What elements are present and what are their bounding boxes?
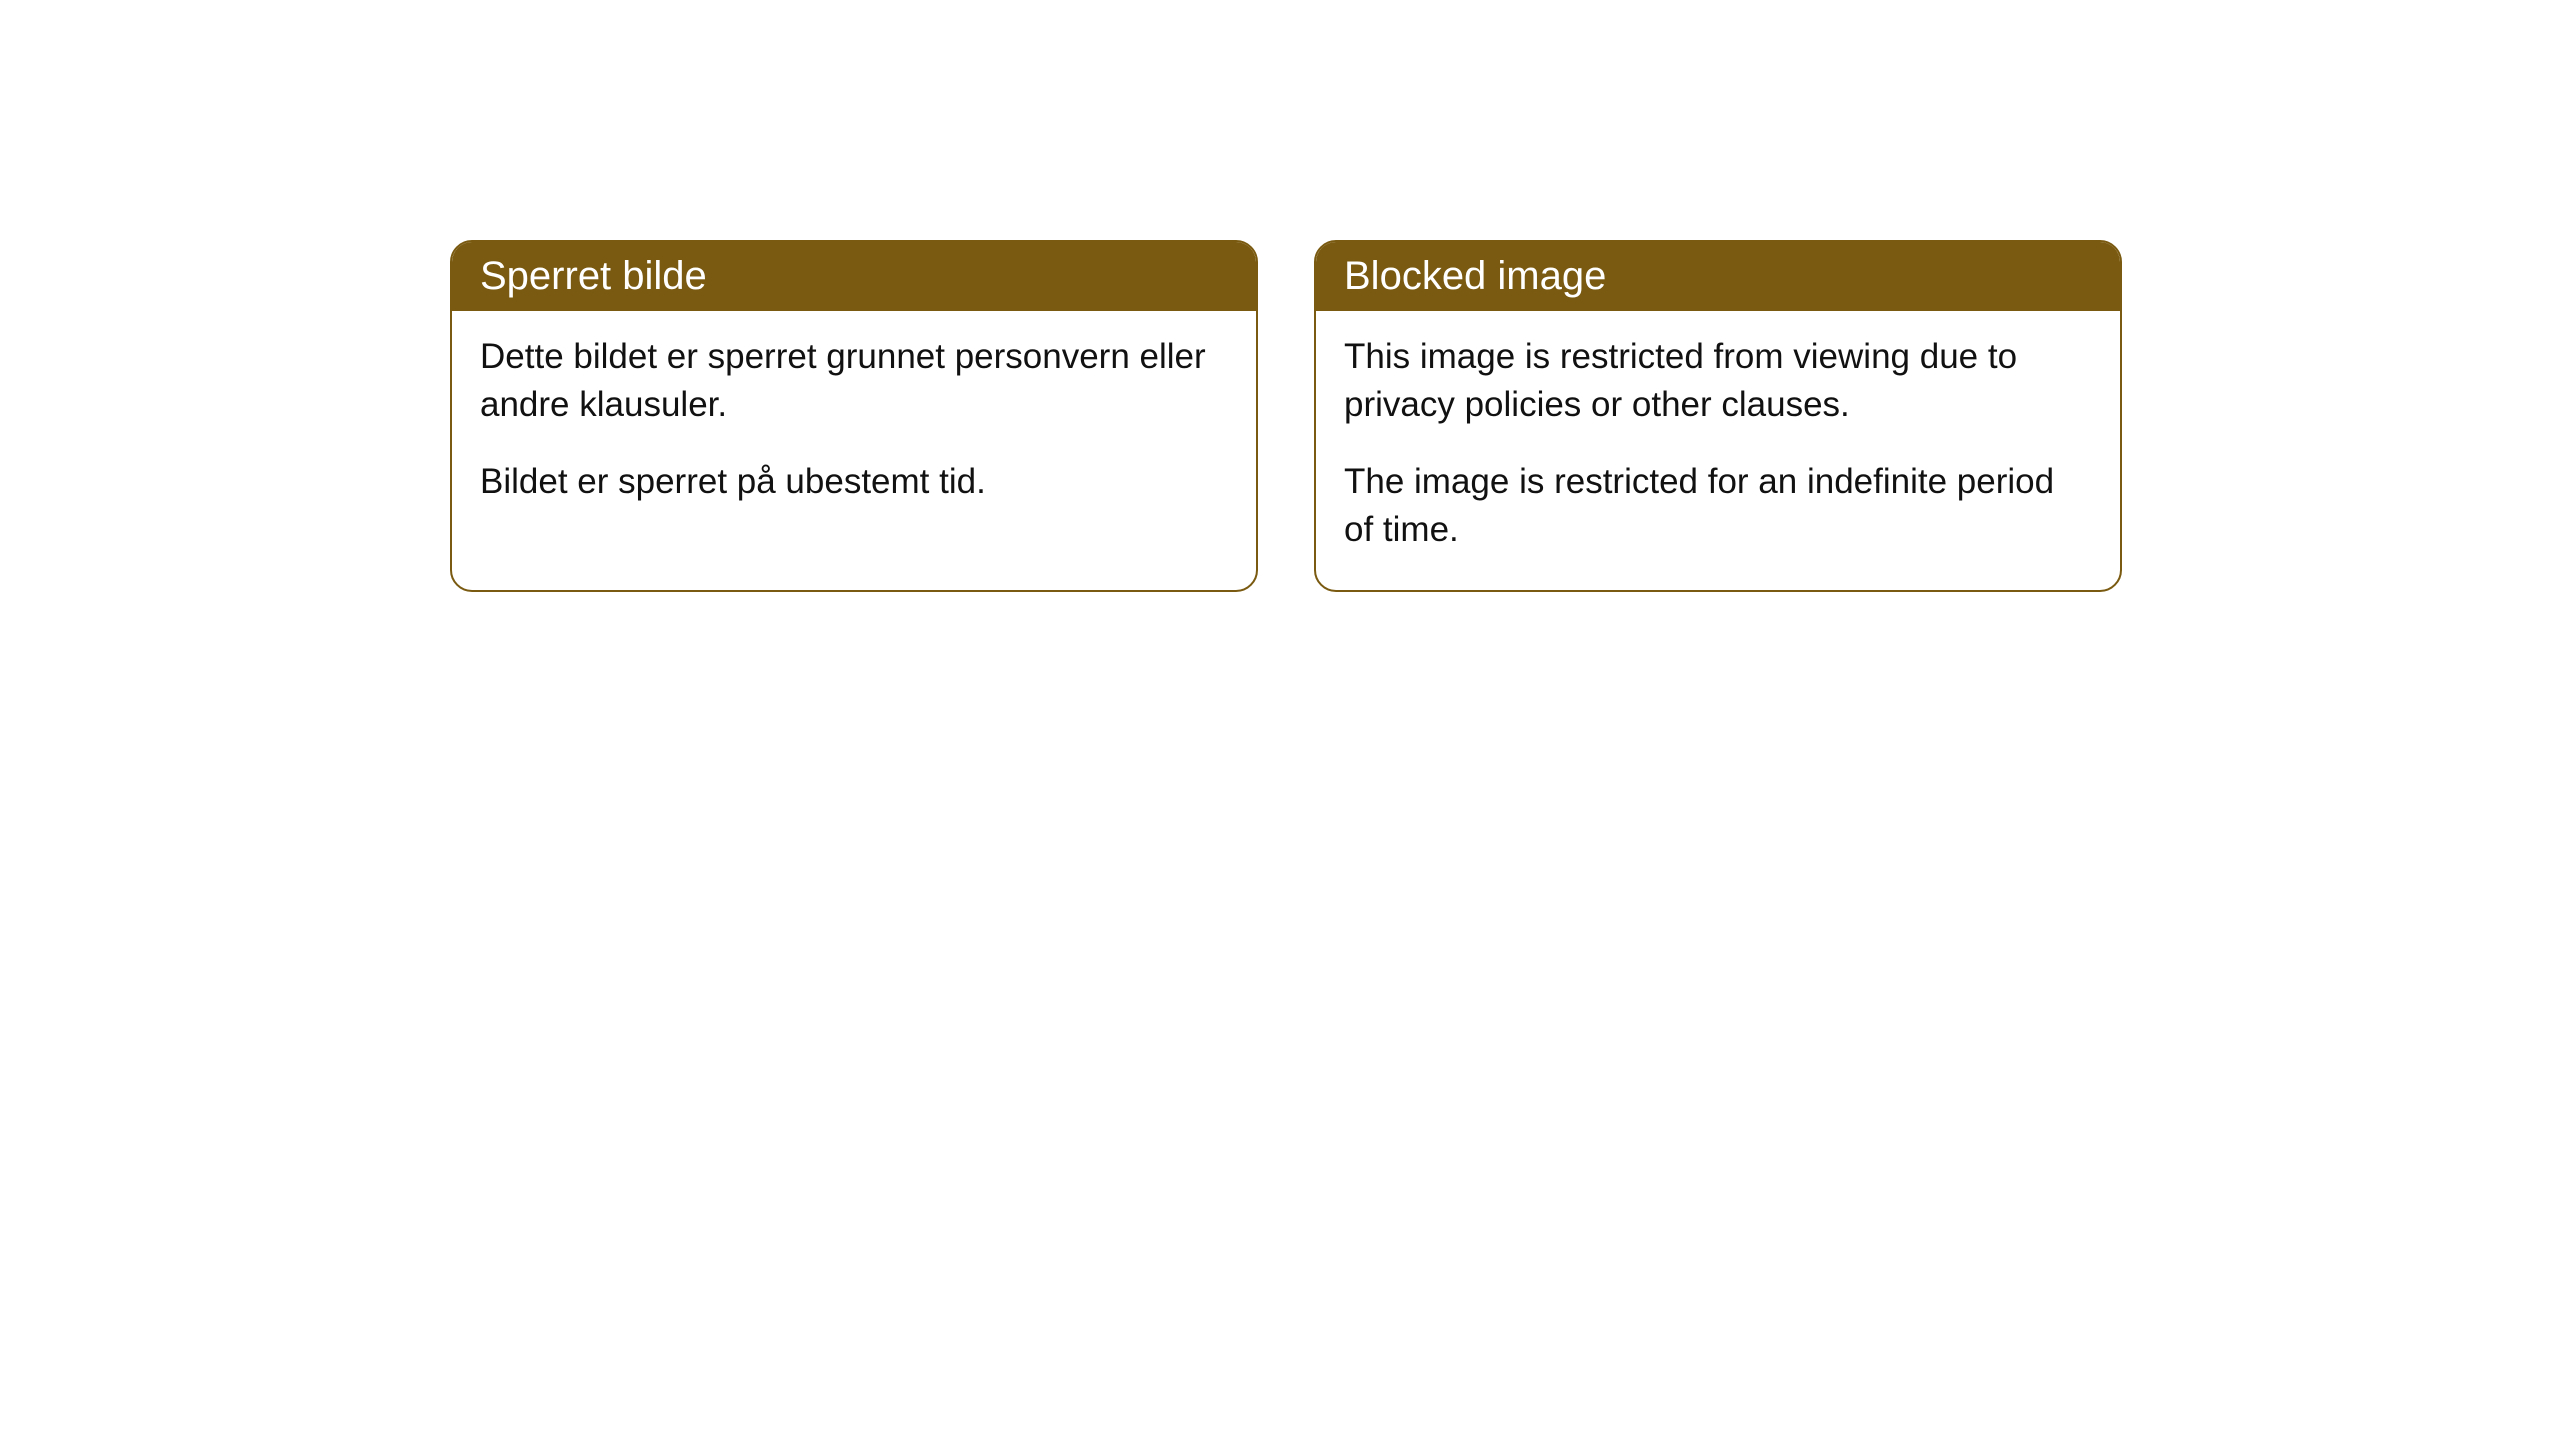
notice-title: Blocked image (1344, 254, 1606, 298)
notice-card-english: Blocked image This image is restricted f… (1314, 240, 2122, 592)
notice-header-norwegian: Sperret bilde (452, 242, 1256, 311)
notice-body-norwegian: Dette bildet er sperret grunnet personve… (452, 311, 1256, 542)
notice-title: Sperret bilde (480, 254, 707, 298)
notice-container: Sperret bilde Dette bildet er sperret gr… (450, 240, 2122, 592)
notice-header-english: Blocked image (1316, 242, 2120, 311)
notice-text-line-1: This image is restricted from viewing du… (1344, 333, 2092, 430)
notice-text-line-1: Dette bildet er sperret grunnet personve… (480, 333, 1228, 430)
notice-text-line-2: The image is restricted for an indefinit… (1344, 458, 2092, 555)
notice-text-line-2: Bildet er sperret på ubestemt tid. (480, 458, 1228, 506)
notice-card-norwegian: Sperret bilde Dette bildet er sperret gr… (450, 240, 1258, 592)
notice-body-english: This image is restricted from viewing du… (1316, 311, 2120, 590)
